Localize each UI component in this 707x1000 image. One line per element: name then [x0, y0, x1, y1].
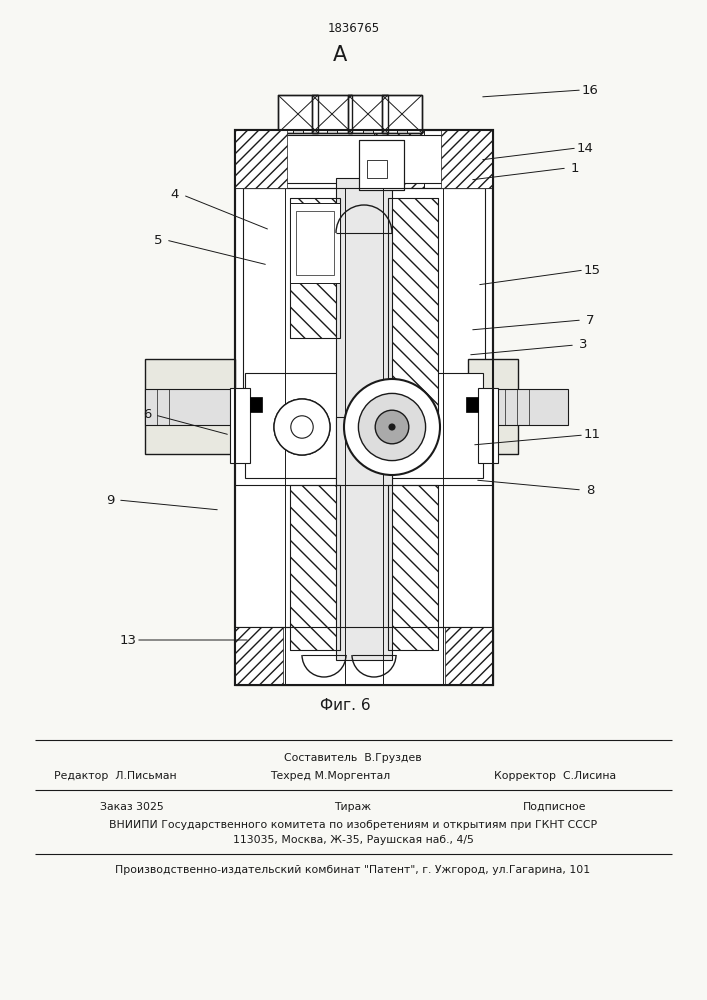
Bar: [290, 203, 340, 283]
Bar: [374, 130, 424, 188]
Bar: [312, 95, 352, 133]
Bar: [382, 95, 422, 133]
Bar: [493, 389, 568, 425]
Bar: [293, 130, 303, 133]
Text: Фиг. 6: Фиг. 6: [320, 698, 370, 712]
Text: 4: 4: [171, 188, 179, 202]
Text: Составитель  В.Груздев: Составитель В.Груздев: [284, 753, 422, 763]
Bar: [235, 130, 493, 685]
Bar: [235, 627, 493, 685]
Bar: [359, 140, 404, 190]
Text: Заказ 3025: Заказ 3025: [100, 802, 164, 812]
Bar: [388, 198, 438, 418]
Bar: [290, 198, 340, 338]
Bar: [245, 373, 483, 478]
Bar: [278, 95, 318, 133]
Text: 13: 13: [119, 634, 136, 647]
Bar: [382, 95, 422, 133]
Bar: [388, 485, 438, 650]
Text: 14: 14: [577, 141, 593, 154]
Text: Подписное: Подписное: [523, 802, 587, 812]
Bar: [235, 130, 493, 685]
Bar: [290, 198, 340, 338]
Text: 6: 6: [143, 408, 151, 422]
Bar: [290, 485, 340, 650]
Text: Редактор  Л.Письман: Редактор Л.Письман: [54, 771, 176, 781]
Text: ВНИИПИ Государственного комитета по изобретениям и открытиям при ГКНТ СССР: ВНИИПИ Государственного комитета по изоб…: [109, 820, 597, 830]
Bar: [445, 130, 493, 188]
Bar: [445, 627, 493, 685]
Bar: [235, 130, 283, 188]
Bar: [145, 359, 235, 454]
Bar: [363, 130, 373, 133]
Bar: [367, 160, 387, 178]
Bar: [145, 389, 235, 425]
Bar: [312, 95, 352, 133]
Text: Техред М.Моргентал: Техред М.Моргентал: [270, 771, 390, 781]
Bar: [336, 417, 392, 660]
Bar: [283, 135, 445, 183]
Circle shape: [375, 410, 409, 444]
Circle shape: [389, 424, 395, 430]
Bar: [296, 211, 334, 275]
Text: Производственно-издательский комбинат "Патент", г. Ужгород, ул.Гагарина, 101: Производственно-издательский комбинат "П…: [115, 865, 590, 875]
Bar: [230, 388, 250, 463]
Text: 8: 8: [586, 484, 594, 496]
Bar: [388, 485, 438, 650]
Bar: [327, 130, 337, 133]
Bar: [290, 485, 340, 650]
Text: 9: 9: [106, 493, 115, 506]
Bar: [336, 178, 392, 638]
Bar: [466, 397, 478, 412]
Bar: [235, 627, 283, 685]
Bar: [243, 188, 485, 388]
Text: 5: 5: [153, 233, 162, 246]
Circle shape: [274, 399, 330, 455]
Bar: [441, 130, 493, 188]
Text: 11: 11: [583, 428, 600, 442]
Circle shape: [344, 379, 440, 475]
Text: 15: 15: [583, 263, 600, 276]
Text: 1: 1: [571, 161, 579, 174]
Text: Корректор  С.Лисина: Корректор С.Лисина: [494, 771, 616, 781]
Bar: [348, 95, 388, 133]
Bar: [468, 359, 518, 454]
Bar: [397, 130, 407, 133]
Text: Тираж: Тираж: [334, 802, 372, 812]
Text: 16: 16: [582, 84, 598, 97]
Circle shape: [274, 399, 330, 455]
Text: А: А: [333, 45, 347, 65]
Bar: [348, 95, 388, 133]
Bar: [478, 388, 498, 463]
Circle shape: [358, 393, 426, 461]
Bar: [250, 397, 262, 412]
Text: 113035, Москва, Ж-35, Раушская наб., 4/5: 113035, Москва, Ж-35, Раушская наб., 4/5: [233, 835, 474, 845]
Text: 3: 3: [579, 338, 588, 352]
Bar: [359, 140, 404, 190]
Bar: [278, 95, 318, 133]
Text: 1836765: 1836765: [328, 21, 380, 34]
Bar: [388, 198, 438, 418]
Text: 7: 7: [586, 314, 595, 326]
Bar: [359, 140, 404, 190]
Bar: [235, 130, 287, 188]
Circle shape: [291, 416, 313, 438]
